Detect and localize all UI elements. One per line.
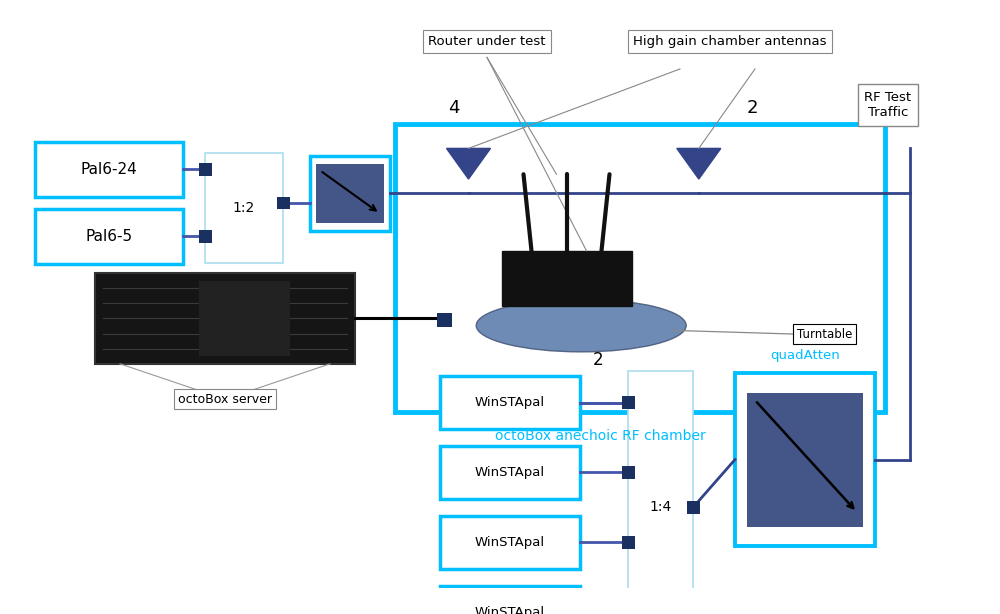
Text: Pal6-5: Pal6-5 bbox=[85, 229, 133, 244]
Bar bbox=[628, 371, 693, 614]
Bar bbox=[95, 273, 355, 364]
Text: quadAtten: quadAtten bbox=[770, 349, 840, 362]
Text: WinSTApal: WinSTApal bbox=[475, 536, 545, 549]
Bar bbox=[198, 163, 212, 176]
Text: WinSTApal: WinSTApal bbox=[475, 466, 545, 479]
Bar bbox=[35, 142, 183, 197]
Text: Router under test: Router under test bbox=[428, 35, 546, 48]
Text: Pal6-24: Pal6-24 bbox=[81, 162, 137, 177]
Polygon shape bbox=[677, 149, 721, 179]
Text: octoBox server: octoBox server bbox=[178, 392, 272, 406]
Bar bbox=[35, 209, 183, 264]
Bar bbox=[735, 373, 875, 546]
Bar bbox=[686, 501, 700, 514]
Text: WinSTApal: WinSTApal bbox=[475, 396, 545, 409]
Bar bbox=[440, 446, 580, 499]
Text: 2: 2 bbox=[747, 99, 758, 117]
Bar bbox=[276, 196, 290, 209]
Text: WinSTApal: WinSTApal bbox=[475, 606, 545, 614]
Bar bbox=[310, 156, 390, 231]
Bar bbox=[440, 586, 580, 614]
Text: Turntable: Turntable bbox=[797, 328, 852, 341]
Text: 1:4: 1:4 bbox=[649, 500, 672, 515]
Text: 2: 2 bbox=[593, 351, 603, 368]
Bar bbox=[440, 516, 580, 569]
Bar bbox=[205, 153, 283, 263]
Text: High gain chamber antennas: High gain chamber antennas bbox=[633, 35, 827, 48]
Bar bbox=[622, 397, 635, 409]
Bar bbox=[622, 536, 635, 549]
Text: RF Test
Traffic: RF Test Traffic bbox=[864, 91, 912, 119]
Polygon shape bbox=[446, 149, 490, 179]
Text: 4: 4 bbox=[448, 99, 460, 117]
Bar bbox=[436, 313, 452, 327]
Bar bbox=[199, 281, 290, 356]
Bar bbox=[622, 466, 635, 479]
Bar bbox=[395, 125, 885, 412]
Bar bbox=[316, 164, 384, 223]
Bar bbox=[622, 606, 635, 614]
Bar bbox=[747, 392, 863, 527]
Text: 1:2: 1:2 bbox=[233, 201, 255, 216]
Bar bbox=[440, 376, 580, 429]
Bar bbox=[276, 196, 290, 209]
Ellipse shape bbox=[476, 299, 686, 352]
Bar bbox=[686, 501, 700, 514]
Text: octoBox anechoic RF chamber: octoBox anechoic RF chamber bbox=[495, 429, 706, 443]
Bar bbox=[198, 230, 212, 243]
Bar bbox=[502, 251, 632, 306]
